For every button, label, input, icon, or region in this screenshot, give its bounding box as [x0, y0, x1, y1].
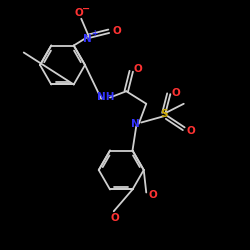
Text: NH: NH: [97, 92, 114, 102]
Text: O: O: [149, 190, 158, 200]
Text: O: O: [74, 8, 83, 18]
Text: N: N: [132, 119, 140, 129]
Text: +: +: [91, 29, 98, 38]
Text: −: −: [82, 4, 90, 14]
Text: S: S: [160, 109, 168, 119]
Text: O: O: [172, 88, 180, 98]
Text: N: N: [83, 34, 92, 44]
Text: O: O: [133, 64, 142, 74]
Text: O: O: [110, 213, 120, 223]
Text: O: O: [112, 26, 121, 36]
Text: O: O: [186, 126, 195, 136]
